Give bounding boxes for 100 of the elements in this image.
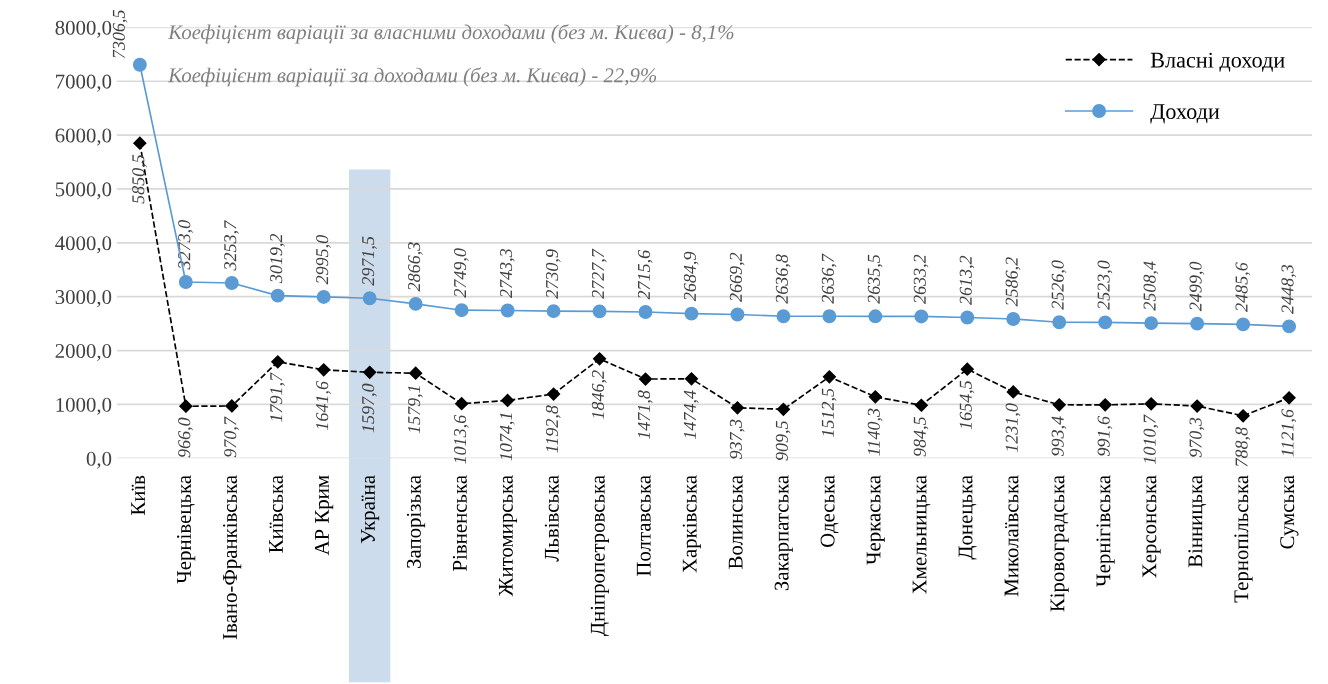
point [179, 399, 193, 413]
data-label: 2636,7 [821, 253, 837, 304]
point [776, 309, 791, 324]
data-label: 3019,2 [270, 233, 285, 284]
point [408, 296, 423, 311]
point [960, 310, 975, 325]
data-label: 1010,7 [1143, 414, 1159, 464]
point [638, 305, 653, 319]
point [500, 303, 515, 318]
data-label: 2715,6 [637, 249, 653, 300]
data-label: 1192,8 [545, 405, 561, 453]
point [270, 288, 285, 303]
x-tick-label: Харківська [682, 475, 701, 573]
point [225, 399, 239, 413]
point [914, 309, 929, 324]
point [1236, 409, 1250, 423]
data-label: 993,4 [1051, 416, 1067, 456]
data-label: 1654,5 [959, 380, 975, 430]
point [1144, 316, 1159, 331]
point [822, 370, 836, 384]
point [960, 362, 974, 376]
y-tick-label: 8000,0 [55, 20, 112, 38]
data-label: 2635,5 [867, 254, 883, 304]
data-label: 2749,0 [453, 248, 469, 298]
point [914, 398, 928, 412]
point [1282, 391, 1296, 405]
annotation: Коефіцієнт варіації за доходами (без м. Києва) - 22,9% [168, 67, 657, 87]
x-tick-label: Чернівецька [177, 475, 196, 584]
data-label: 1140,3 [867, 408, 883, 456]
data-label: 966,0 [178, 417, 193, 458]
data-label: 3273,0 [178, 220, 193, 270]
point [1006, 385, 1020, 399]
point [409, 366, 423, 380]
data-label: 1791,7 [270, 372, 285, 422]
data-label: 1121,6 [1281, 409, 1297, 457]
x-tick-label: Київ [131, 475, 145, 516]
point [1052, 315, 1067, 330]
point [454, 303, 469, 318]
x-tick-label: Волинська [728, 475, 743, 569]
point [1098, 398, 1112, 412]
data-label: 2586,2 [1005, 257, 1021, 307]
data-label: 788,8 [1235, 427, 1251, 467]
data-label: 2508,4 [1143, 261, 1159, 311]
y-tick-label: 5000,0 [55, 182, 112, 200]
point [776, 402, 791, 416]
point [730, 401, 745, 415]
point [684, 372, 699, 386]
x-tick-label: Львівська [544, 475, 559, 562]
x-tick-label: Донецька [958, 475, 977, 560]
x-tick-label: Дніпропетровська [590, 475, 609, 637]
point [684, 306, 699, 321]
x-tick-label: Вінницька [1188, 475, 1207, 568]
y-tick-label: 4000,0 [55, 236, 112, 254]
point [1236, 317, 1251, 332]
x-tick-label: Сумська [1280, 475, 1299, 549]
point [317, 363, 331, 377]
point [133, 136, 147, 150]
data-label: 1074,1 [499, 413, 515, 461]
x-tick-label: Житомирська [498, 475, 518, 597]
point [1006, 312, 1021, 326]
x-tick-label: Івано-Франківська [223, 475, 242, 640]
point [868, 390, 882, 404]
point [1190, 399, 1204, 413]
data-label: 909,5 [775, 420, 791, 461]
data-label: 1597,0 [362, 383, 377, 433]
point [362, 291, 377, 306]
point [316, 290, 331, 304]
data-label: 2485,6 [1235, 262, 1251, 312]
point [592, 352, 607, 366]
data-label: 1579,1 [408, 386, 423, 434]
point [455, 397, 469, 411]
data-label: 937,3 [729, 419, 745, 459]
y-tick-label: 0,0 [86, 451, 112, 469]
data-label: 1512,5 [821, 388, 837, 437]
data-label: 3253,7 [224, 220, 239, 271]
legend-label: Власні доходи [1150, 52, 1285, 72]
point [363, 365, 377, 379]
y-tick-label: 1000,0 [56, 397, 112, 415]
x-tick-label: Одеська [820, 475, 839, 548]
point [868, 309, 883, 324]
data-label: 1231,0 [1005, 403, 1021, 453]
point [1282, 319, 1297, 334]
data-label: 2523,0 [1097, 260, 1113, 310]
point [546, 304, 561, 319]
x-tick-label: Україна [361, 475, 380, 544]
x-tick-label: Київська [269, 475, 283, 553]
y-tick-label: 3000,0 [55, 290, 112, 308]
data-label: 5850,5 [132, 154, 147, 204]
data-label: 1846,2 [591, 370, 607, 419]
data-label: 970,7 [224, 416, 239, 458]
data-label: 1471,8 [637, 390, 653, 440]
x-tick-label: Рівненська [452, 475, 467, 571]
legend-label: Доходи [1150, 104, 1220, 124]
data-label: 2613,2 [959, 255, 975, 306]
data-label: 2684,9 [683, 251, 699, 302]
data-label: 2633,2 [913, 254, 929, 304]
data-label: 2636,8 [775, 254, 791, 304]
data-label: 2743,3 [499, 248, 515, 298]
data-label: 1641,6 [316, 381, 331, 430]
y-tick-label: 7000,0 [56, 74, 112, 92]
